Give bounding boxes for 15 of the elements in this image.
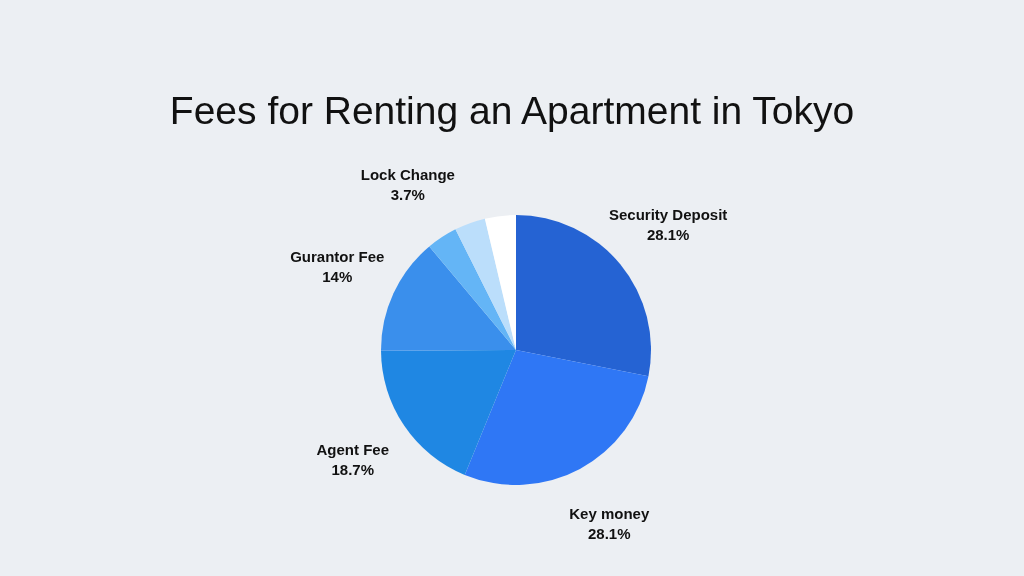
pie-slice: [455, 218, 516, 350]
slice-label: Gurantor Fee: [290, 248, 385, 266]
chart-title: Fees for Renting an Apartment in Tokyo: [169, 89, 855, 132]
pie-slice: [464, 350, 649, 485]
pie-slice: [484, 215, 516, 350]
data-label: 3.7%: [390, 186, 425, 204]
pie-slice: [429, 229, 516, 350]
slice-label: Security Deposit: [609, 205, 728, 223]
data-label: 14%: [322, 268, 353, 286]
slice-label: Key money: [569, 504, 650, 522]
data-label: 28.1%: [588, 524, 631, 542]
data-label: 18.7%: [331, 461, 374, 479]
slice-label: Lock Change: [360, 166, 455, 184]
data-label: 28.1%: [646, 225, 690, 243]
slice-label: Agent Fee: [316, 441, 389, 459]
